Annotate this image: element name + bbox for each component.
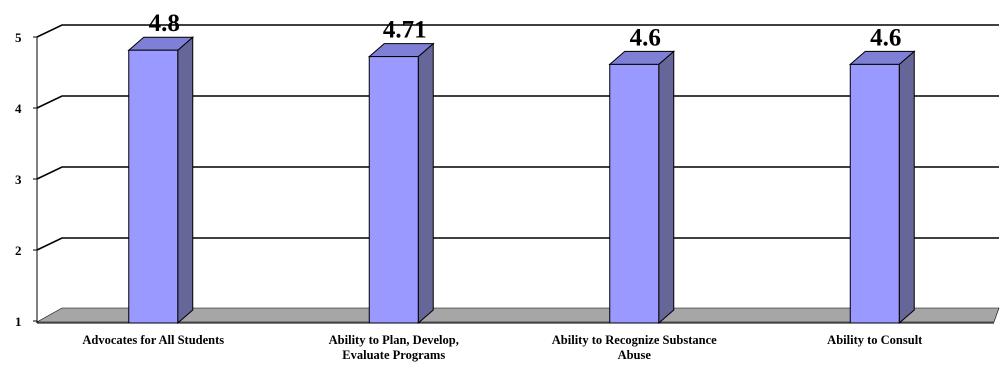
x-category-label: Advocates for All Students <box>82 333 224 347</box>
bar-front <box>128 49 179 324</box>
data-label: 4.6 <box>630 24 661 51</box>
x-category-label: Evaluate Programs <box>342 348 445 362</box>
x-category-label: Ability to Plan, Develop, <box>329 333 459 347</box>
gridlines <box>36 24 999 251</box>
bar-side <box>417 42 434 325</box>
bar <box>127 36 195 325</box>
floor-plane <box>35 307 1000 323</box>
bar-front <box>609 63 660 324</box>
y-tick-label: 1 <box>15 314 22 329</box>
bar-front <box>368 56 419 324</box>
gridline <box>36 95 999 109</box>
gridline <box>36 166 999 180</box>
bar <box>848 50 916 325</box>
x-category-label: Ability to Recognize Substance <box>552 333 717 347</box>
data-label: 4.6 <box>870 24 901 51</box>
bar <box>608 50 676 325</box>
y-tick-label: 5 <box>15 30 22 45</box>
x-category-label: Ability to Consult <box>827 333 923 347</box>
y-tick-label: 2 <box>15 243 22 258</box>
y-axis: 1 2 3 4 5 <box>15 30 994 329</box>
bar-side <box>658 50 675 325</box>
data-label: 4.8 <box>149 10 180 37</box>
x-category-label: Abuse <box>618 348 652 362</box>
bar <box>367 42 435 325</box>
bar-side <box>177 36 194 325</box>
gridline <box>36 24 999 38</box>
y-tick-label: 3 <box>15 172 22 187</box>
data-labels: 4.8 4.71 4.6 4.6 <box>149 10 902 51</box>
chart-floor <box>35 307 1000 323</box>
bar-front <box>849 63 900 324</box>
bar-side <box>898 50 915 325</box>
data-label: 4.71 <box>383 17 427 44</box>
x-axis-categories: Advocates for All Students Ability to Pla… <box>82 333 923 362</box>
y-tick-label: 4 <box>15 101 22 116</box>
gridline <box>36 237 999 251</box>
bar-series <box>127 36 916 325</box>
